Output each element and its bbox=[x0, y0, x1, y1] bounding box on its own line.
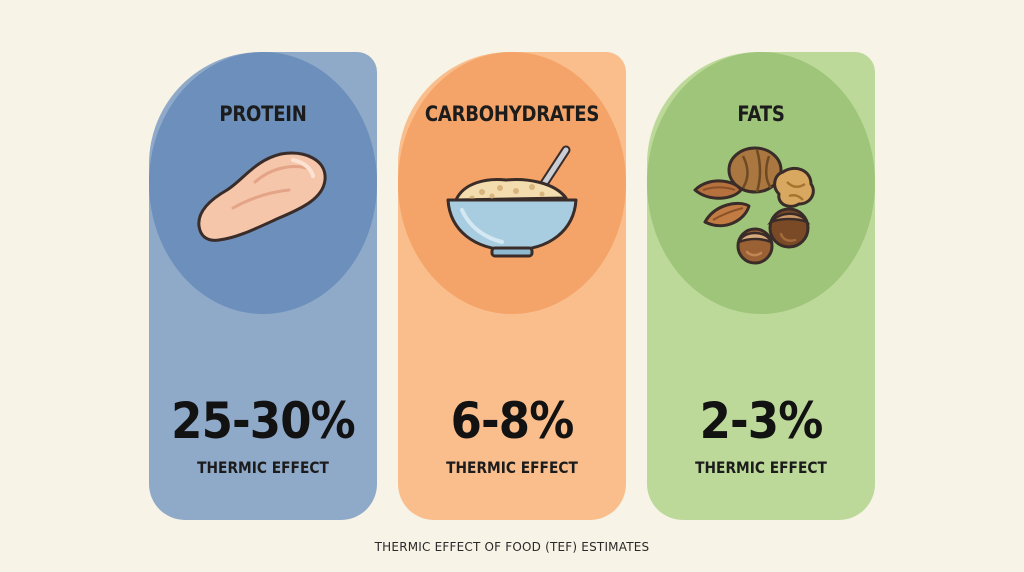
fats-value: 2-3% bbox=[699, 392, 824, 450]
carbohydrates-title: CARBOHYDRATES bbox=[424, 102, 600, 126]
caption: THERMIC EFFECT OF FOOD (TEF) ESTIMATES bbox=[374, 540, 650, 554]
carbohydrates-value: 6-8% bbox=[450, 392, 575, 450]
carbohydrates-card: CARBOHYDRATES 6-8% THERMIC EFFECT bbox=[398, 52, 626, 520]
protein-card: PROTEIN 25-30% THERMIC EFFECT bbox=[149, 52, 377, 520]
protein-label: THERMIC EFFECT bbox=[197, 458, 329, 477]
fats-title: FATS bbox=[737, 102, 785, 126]
nuts-icon bbox=[693, 146, 815, 265]
carbohydrates-label: THERMIC EFFECT bbox=[446, 458, 578, 477]
protein-value: 25-30% bbox=[171, 392, 356, 450]
oatmeal-bowl-icon bbox=[446, 145, 578, 258]
protein-title: PROTEIN bbox=[219, 102, 307, 126]
fats-label: THERMIC EFFECT bbox=[695, 458, 827, 477]
chicken-breast-icon bbox=[197, 151, 327, 242]
fats-card: FATS 2-3% THERMIC EFFECT bbox=[647, 52, 875, 520]
